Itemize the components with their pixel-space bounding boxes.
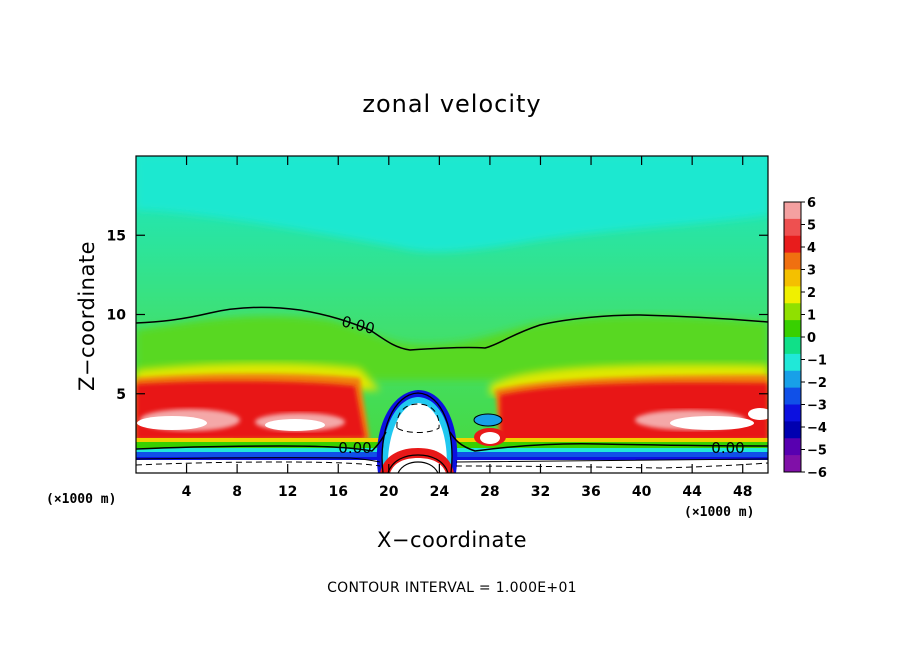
contour-line-base (387, 454, 449, 473)
y-tick-label: 5 (116, 387, 126, 403)
contour-line-blob (473, 413, 503, 427)
contour-line-inner-dashed (396, 403, 440, 433)
x-unit-note-right: (×1000 m) (684, 505, 754, 520)
x-tick-label: 20 (379, 484, 399, 500)
y-axis-label: Z−coordinate (75, 241, 99, 391)
contour-line-base-inner (397, 461, 439, 473)
x-tick-label: 12 (278, 484, 297, 500)
x-tick-label: 4 (182, 484, 192, 500)
contour-line-bottom-dashed (136, 461, 768, 469)
x-tick-label: 40 (632, 484, 652, 500)
colorbar-swatch (784, 438, 801, 456)
colorbar-swatch (784, 202, 801, 220)
x-tick-label: 8 (232, 484, 242, 500)
x-tick-label: 48 (733, 484, 752, 500)
colorbar-label: 0 (807, 331, 816, 346)
x-tick-label: 28 (480, 484, 499, 500)
chart-title: zonal velocity (362, 90, 541, 118)
y-tick-label: 10 (107, 308, 127, 324)
contour-label-lower-left: 0.00 (338, 439, 371, 457)
colorbar-label: −3 (807, 399, 827, 414)
white-max-right (670, 416, 754, 430)
cyan-upper-region (136, 156, 768, 252)
colorbar-swatch (784, 303, 801, 321)
colorbar-swatch (784, 337, 801, 355)
x-tick-label: 16 (328, 484, 347, 500)
contour-interval-label: CONTOUR INTERVAL = 1.000E+01 (327, 580, 577, 596)
x-axis-label: X−coordinate (377, 528, 527, 552)
colorbar-label: 6 (807, 196, 816, 211)
contour-line-lower (136, 431, 768, 452)
colorbar-label: −5 (807, 444, 827, 459)
colorbar-label: 3 (807, 264, 816, 279)
colorbar-label: 5 (807, 219, 816, 234)
x-tick-label: 36 (581, 484, 600, 500)
colorbar-label: −1 (807, 354, 827, 369)
colorbar-swatch (784, 218, 801, 237)
colorbar-swatch (784, 252, 801, 270)
x-unit-note-left: (×1000 m) (46, 492, 116, 507)
colorbar-swatch (784, 235, 801, 254)
x-tick-label: 32 (531, 484, 550, 500)
white-max-edge (748, 408, 768, 420)
colorbar-swatch (784, 353, 801, 372)
colorbar-label: −2 (807, 376, 827, 391)
white-max-mid (265, 419, 325, 431)
white-blob (480, 432, 500, 444)
x-axis-ticks: 4 8 12 16 20 24 28 32 36 40 44 48 (182, 156, 752, 500)
contour-line-dome (381, 392, 453, 473)
contour-field: 0.00 0.00 0.00 (136, 156, 768, 473)
colorbar-swatch (784, 387, 801, 405)
y-axis-ticks: 5 10 15 (107, 228, 768, 403)
x-tick-label: 24 (430, 484, 450, 500)
colorbar: 6 5 4 3 2 1 0 −1 −2 −3 −4 −5 −6 (783, 196, 827, 481)
colorbar-label: 2 (807, 286, 816, 301)
x-tick-label: 44 (682, 484, 702, 500)
colorbar-swatch (784, 404, 801, 422)
contour-line-upper (136, 306, 768, 351)
y-tick-label: 15 (107, 228, 126, 244)
central-base-white (390, 458, 446, 473)
colorbar-swatch (784, 286, 801, 304)
colorbar-label: −6 (807, 466, 827, 481)
blue-blob (474, 414, 502, 426)
white-max-left (137, 416, 207, 430)
colorbar-swatch (784, 320, 801, 338)
colorbar-swatch (784, 455, 801, 473)
colorbar-swatch (784, 370, 801, 389)
colorbar-label: 4 (807, 241, 816, 256)
colorbar-label: −4 (807, 421, 827, 436)
red-jet-right (500, 382, 768, 442)
colorbar-label: 1 (807, 309, 816, 324)
colorbar-swatch (784, 421, 801, 439)
contour-label-lower-right: 0.00 (711, 439, 744, 457)
contour-line-bottom-solid (136, 457, 768, 463)
colorbar-swatch (784, 269, 801, 287)
